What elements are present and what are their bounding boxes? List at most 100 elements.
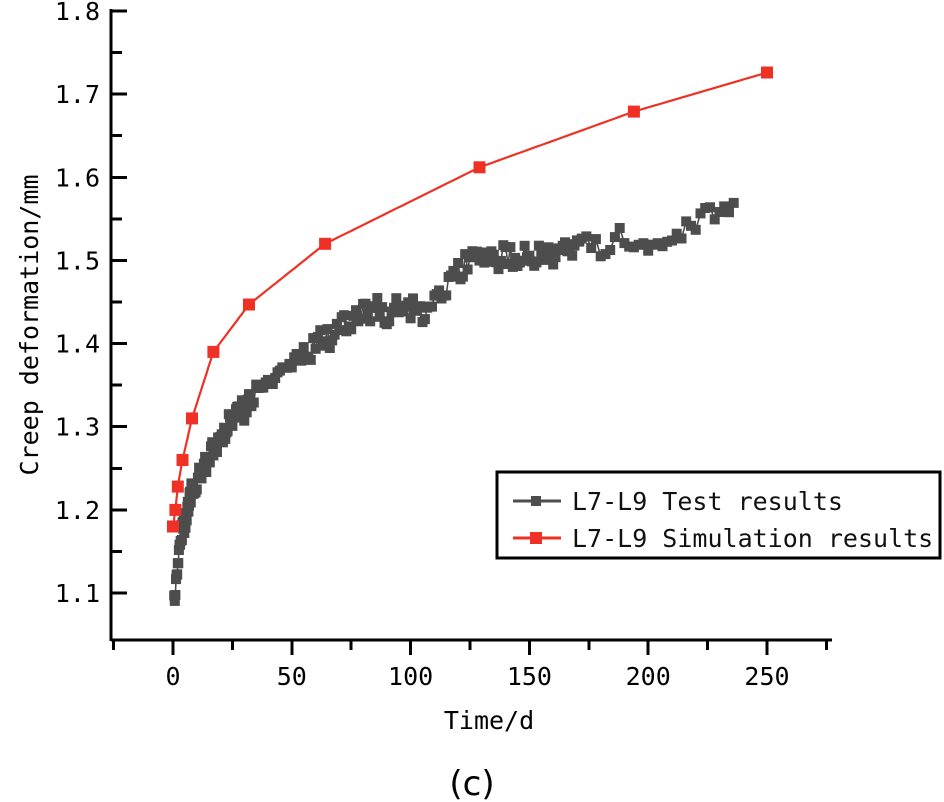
test-results-marker — [170, 590, 181, 600]
chart-legend[interactable]: L7-L9 Test results L7-L9 Simulation resu… — [495, 470, 942, 560]
test-results-marker — [172, 569, 183, 580]
test-results-marker — [315, 325, 326, 336]
test-results-marker — [201, 467, 212, 477]
test-results-marker — [550, 252, 561, 263]
x-tick-label: 200 — [626, 662, 671, 691]
test-results-marker — [609, 232, 620, 243]
test-results-marker — [709, 214, 720, 225]
x-axis-ticks — [112, 640, 828, 655]
test-results-marker — [384, 316, 395, 327]
test-results-marker — [427, 301, 437, 312]
test-results-marker — [236, 395, 247, 406]
test-results-marker — [173, 558, 184, 569]
y-axis-title: Creep deformation/mm — [15, 174, 44, 475]
test-results-marker — [370, 301, 380, 312]
test-results-marker — [176, 535, 187, 545]
x-tick-label: 250 — [744, 662, 789, 691]
simulation-results-marker — [207, 345, 220, 358]
y-tick-label: 1.3 — [55, 413, 100, 442]
test-results-marker — [462, 264, 473, 275]
test-results-marker — [724, 207, 734, 218]
test-results-marker — [372, 293, 383, 303]
test-results-marker — [355, 313, 366, 324]
test-results-marker — [408, 293, 418, 304]
test-results-marker — [614, 223, 625, 233]
test-results-marker — [524, 250, 535, 261]
test-results-marker — [258, 382, 269, 393]
simulation-results-marker — [186, 412, 198, 425]
test-results-marker — [605, 245, 616, 255]
test-results-marker — [714, 207, 725, 217]
y-tick-label: 1.1 — [55, 579, 100, 608]
simulation-results-marker — [319, 237, 332, 250]
test-results-marker — [242, 394, 253, 405]
test-results-marker — [241, 407, 252, 418]
test-results-marker — [179, 528, 190, 538]
simulation-results-marker — [761, 66, 773, 79]
test-results-marker — [495, 255, 506, 266]
y-tick-label: 1.2 — [55, 496, 100, 525]
test-results-marker — [374, 311, 385, 322]
test-results-marker — [419, 314, 430, 325]
simulation-results-marker — [167, 520, 179, 533]
y-tick-label: 1.6 — [55, 163, 100, 192]
test-results-marker — [348, 310, 359, 321]
test-results-marker — [360, 298, 371, 309]
test-results-marker — [476, 247, 487, 258]
x-axis-tick-labels: 0 50 100 150 200 250 — [165, 662, 789, 691]
x-tick-label: 150 — [507, 662, 552, 691]
test-results-marker — [567, 250, 578, 261]
test-results-marker — [405, 313, 416, 324]
legend-label-simulation: L7-L9 Simulation results — [572, 524, 933, 553]
test-results-marker — [533, 240, 544, 251]
y-axis-tick-labels: 1.1 1.2 1.3 1.4 1.5 1.6 1.7 1.8 — [55, 0, 100, 608]
test-results-marker — [267, 379, 278, 389]
test-results-marker — [227, 420, 238, 431]
legend-label-test: L7-L9 Test results — [572, 487, 843, 516]
test-results-marker — [312, 332, 323, 342]
y-tick-label: 1.7 — [55, 80, 100, 109]
test-results-marker — [286, 362, 297, 373]
test-results-marker — [457, 271, 468, 282]
simulation-results-marker — [473, 161, 486, 174]
simulation-results-marker — [169, 503, 182, 516]
test-results-marker — [244, 389, 254, 400]
test-results-marker — [362, 309, 373, 319]
test-results-marker — [548, 259, 559, 270]
test-results-marker — [590, 234, 601, 245]
test-results-marker — [331, 318, 342, 329]
test-results-marker — [705, 202, 715, 213]
test-results-marker — [441, 290, 452, 301]
test-results-marker — [690, 224, 701, 235]
test-results-marker — [239, 415, 250, 426]
test-results-marker — [339, 310, 350, 321]
y-tick-label: 1.8 — [55, 0, 100, 26]
test-results-marker — [545, 246, 556, 257]
legend-marker-simulation — [530, 532, 542, 544]
test-results-marker — [453, 258, 464, 268]
test-results-marker — [365, 316, 376, 327]
legend-marker-test — [531, 496, 541, 506]
test-results-marker — [695, 208, 706, 219]
y-tick-label: 1.4 — [55, 330, 100, 359]
test-results-marker — [305, 354, 316, 365]
test-results-marker — [638, 238, 649, 249]
test-results-marker — [324, 343, 335, 353]
test-results-marker — [415, 301, 426, 312]
test-results-marker — [643, 245, 654, 256]
test-results-marker — [212, 447, 222, 457]
panel-caption: (c) — [449, 764, 494, 802]
test-results-marker — [334, 325, 345, 336]
test-results-marker — [346, 324, 357, 335]
test-results-marker — [488, 249, 499, 260]
test-results-marker — [204, 457, 215, 468]
test-results-marker — [191, 484, 202, 495]
test-results-marker — [298, 342, 309, 353]
test-results-marker — [220, 433, 231, 444]
simulation-results-marker — [627, 105, 640, 118]
test-results-marker — [310, 343, 321, 354]
test-results-marker — [581, 231, 592, 242]
test-results-marker — [719, 201, 730, 212]
test-results-marker — [481, 256, 492, 267]
